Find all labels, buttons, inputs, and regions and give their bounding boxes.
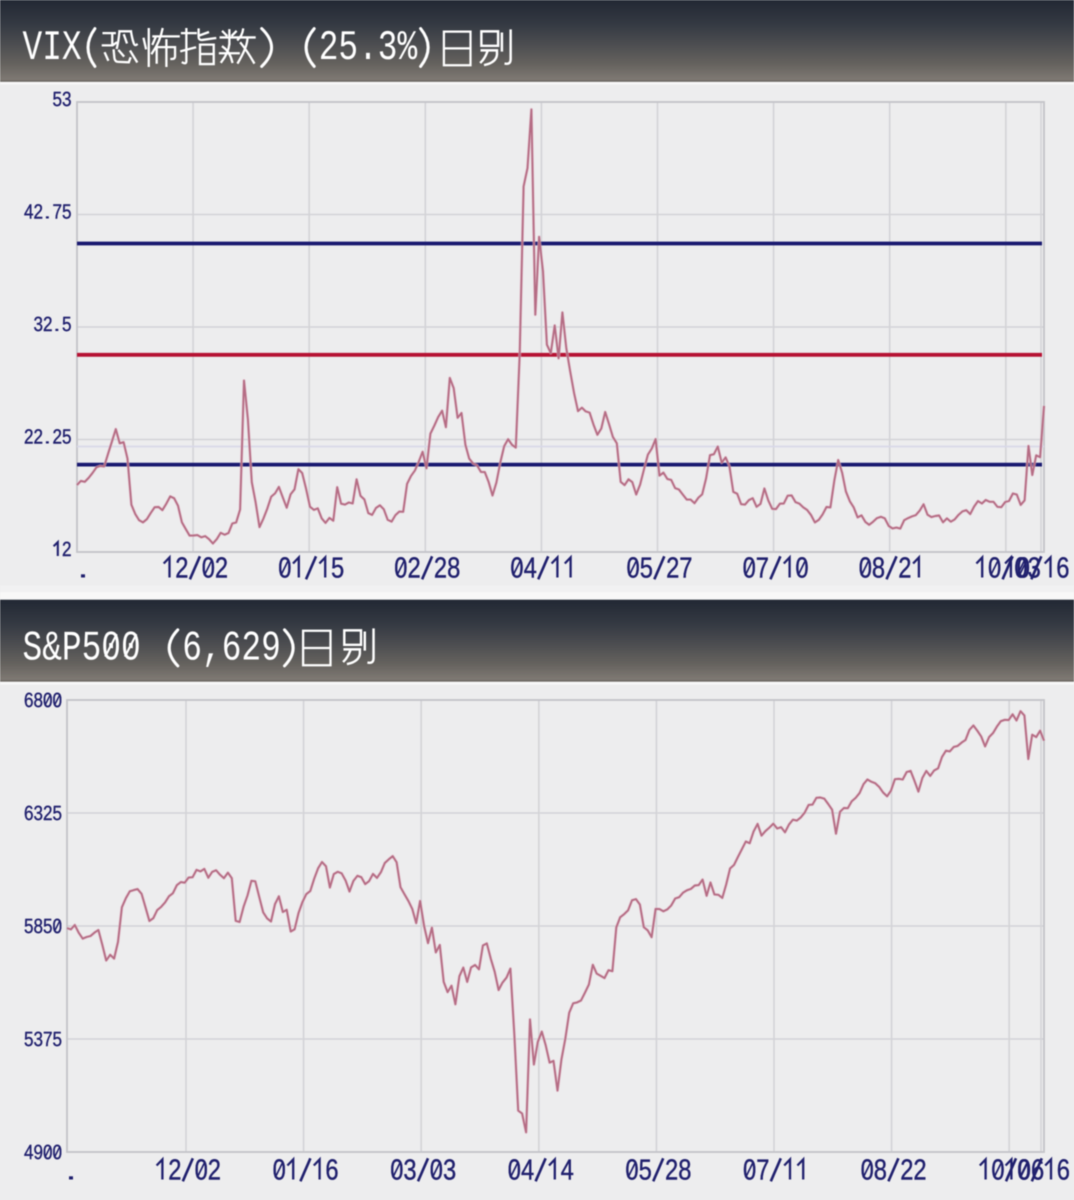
svg-text:2: 2 (665, 1155, 678, 1187)
svg-text:6: 6 (24, 802, 34, 825)
svg-text:5: 5 (640, 553, 653, 585)
svg-text:2: 2 (208, 1155, 221, 1187)
svg-text:2: 2 (43, 313, 53, 336)
svg-text:5: 5 (62, 201, 72, 224)
svg-text:8: 8 (678, 1155, 691, 1187)
svg-text:VIX: VIX (23, 24, 82, 72)
svg-text:25.3%: 25.3% (319, 24, 418, 72)
svg-text:3: 3 (1028, 553, 1041, 585)
svg-text:4: 4 (524, 553, 537, 585)
svg-text:3: 3 (62, 88, 72, 111)
svg-text:5: 5 (62, 426, 72, 449)
svg-text:3: 3 (403, 1155, 416, 1187)
svg-text:2: 2 (434, 553, 447, 585)
svg-text:9: 9 (34, 1141, 44, 1164)
svg-text:4: 4 (24, 1141, 34, 1164)
svg-text:8: 8 (874, 1155, 887, 1187)
svg-text:S&P500: S&P500 (23, 625, 141, 673)
svg-text:8: 8 (872, 553, 885, 585)
svg-text:2: 2 (408, 553, 421, 585)
svg-text:4: 4 (521, 1155, 534, 1187)
svg-text:5: 5 (24, 915, 34, 938)
svg-text:6: 6 (325, 1155, 338, 1187)
svg-text:6: 6 (24, 689, 34, 712)
svg-text:6: 6 (1057, 1155, 1070, 1187)
svg-text:2: 2 (34, 201, 44, 224)
svg-text:2: 2 (62, 538, 72, 561)
svg-text:3: 3 (443, 1155, 456, 1187)
svg-text:2: 2 (53, 426, 63, 449)
svg-text:3: 3 (34, 802, 44, 825)
svg-text:3: 3 (34, 313, 44, 336)
svg-text:2: 2 (24, 426, 34, 449)
svg-text:5: 5 (53, 88, 63, 111)
svg-text:5: 5 (43, 915, 53, 938)
svg-text:2: 2 (34, 426, 44, 449)
svg-text:2: 2 (666, 553, 679, 585)
svg-text:5: 5 (331, 553, 344, 585)
svg-text:2: 2 (898, 553, 911, 585)
svg-text:5: 5 (24, 1028, 34, 1051)
svg-text:2: 2 (215, 553, 228, 585)
svg-text:7: 7 (43, 1028, 53, 1051)
svg-text:2: 2 (175, 553, 188, 585)
svg-text:5: 5 (62, 313, 72, 336)
svg-text:5: 5 (639, 1155, 652, 1187)
svg-text:2: 2 (913, 1155, 926, 1187)
svg-text:8: 8 (34, 689, 44, 712)
svg-text:4: 4 (561, 1155, 574, 1187)
svg-text:5: 5 (53, 802, 63, 825)
svg-text:7: 7 (53, 201, 63, 224)
svg-text:5: 5 (53, 1028, 63, 1051)
svg-text:3: 3 (34, 1028, 44, 1051)
svg-text:8: 8 (34, 915, 44, 938)
svg-text:8: 8 (447, 553, 460, 585)
svg-text:2: 2 (900, 1155, 913, 1187)
svg-text:7: 7 (679, 553, 692, 585)
svg-text:4: 4 (24, 201, 34, 224)
svg-text:6: 6 (1056, 553, 1069, 585)
svg-text:2: 2 (43, 802, 53, 825)
svg-text:2: 2 (168, 1155, 181, 1187)
svg-text:6,629: 6,629 (182, 625, 280, 673)
svg-text:7: 7 (756, 1155, 769, 1187)
svg-text:7: 7 (756, 553, 769, 585)
